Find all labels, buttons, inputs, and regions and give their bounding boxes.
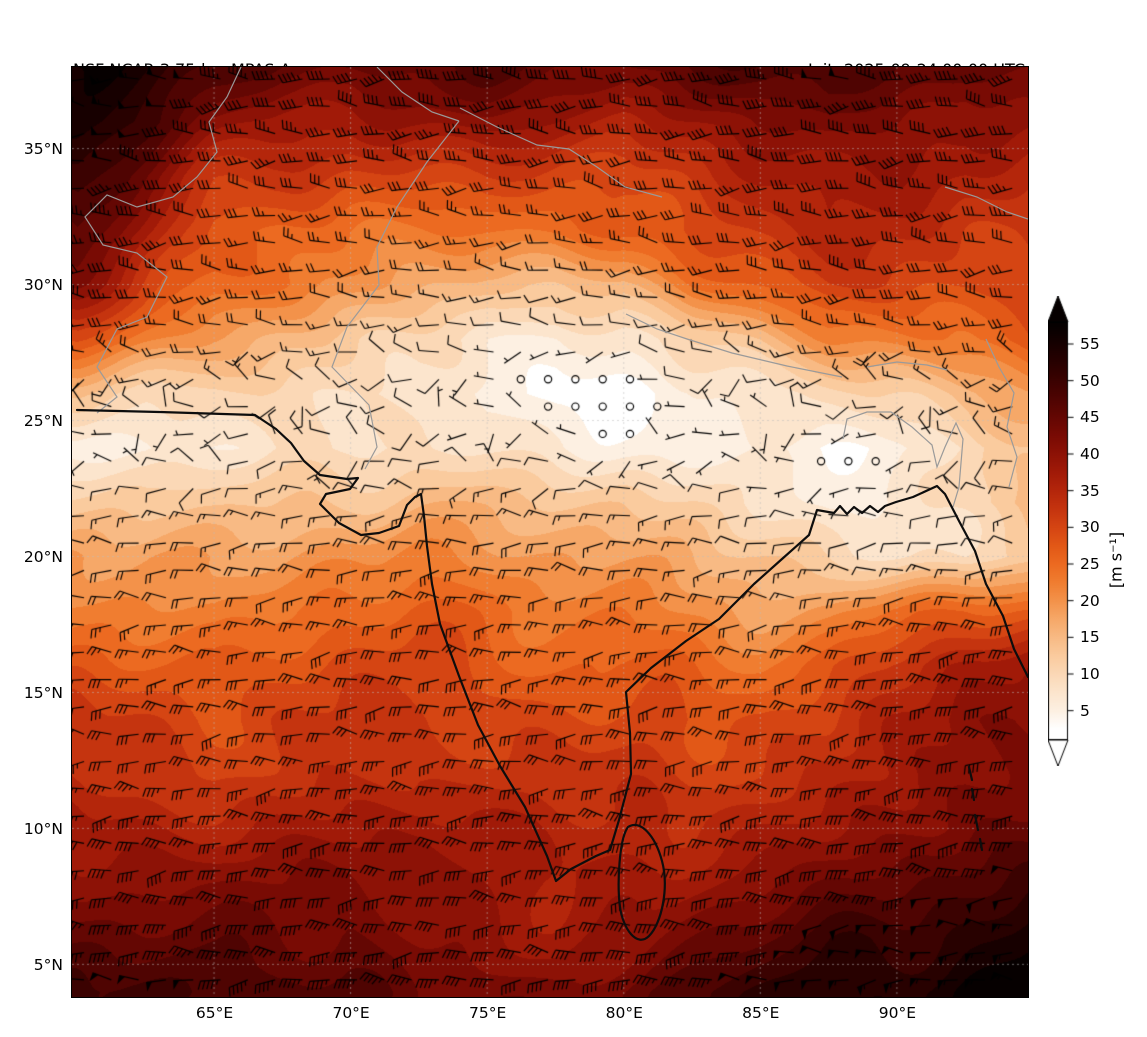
colorbar-tick-label: 50 [1080,371,1100,390]
lat-tick-label: 20°N [23,547,63,566]
colorbar-unit-label: [m s⁻¹] [1106,531,1126,589]
map-panel [71,66,1029,998]
lat-tick-label: 5°N [33,955,63,974]
colorbar-tick-label: 5 [1080,701,1090,720]
colorbar-tick-label: 40 [1080,445,1100,463]
shear-field-canvas [72,67,1028,997]
lon-tick-label: 70°E [332,1004,370,1022]
lon-tick-label: 90°E [878,1004,917,1022]
lat-tick-label: 10°N [23,819,63,838]
colorbar-tick-label: 35 [1080,481,1100,500]
lon-tick-label: 65°E [195,1004,234,1022]
colorbar-tick-label: 30 [1080,518,1100,537]
lat-tick-label: 35°N [23,140,63,159]
lat-tick-label: 15°N [23,683,63,702]
lon-tick-label: 75°E [469,1004,507,1022]
lat-tick-label: 25°N [23,412,63,430]
colorbar-tick-label: 25 [1080,555,1100,573]
colorbar-tick-label: 20 [1080,591,1100,610]
lon-tick-label: 80°E [605,1004,643,1022]
colorbar-tick-label: 55 [1080,335,1100,353]
colorbar-tick-label: 15 [1080,628,1100,647]
colorbar-tick-label: 45 [1080,408,1100,427]
colorbar-tick-label: 10 [1080,665,1100,683]
lat-tick-label: 30°N [23,276,63,295]
lon-tick-label: 85°E [742,1004,780,1022]
colorbar [1048,296,1074,766]
